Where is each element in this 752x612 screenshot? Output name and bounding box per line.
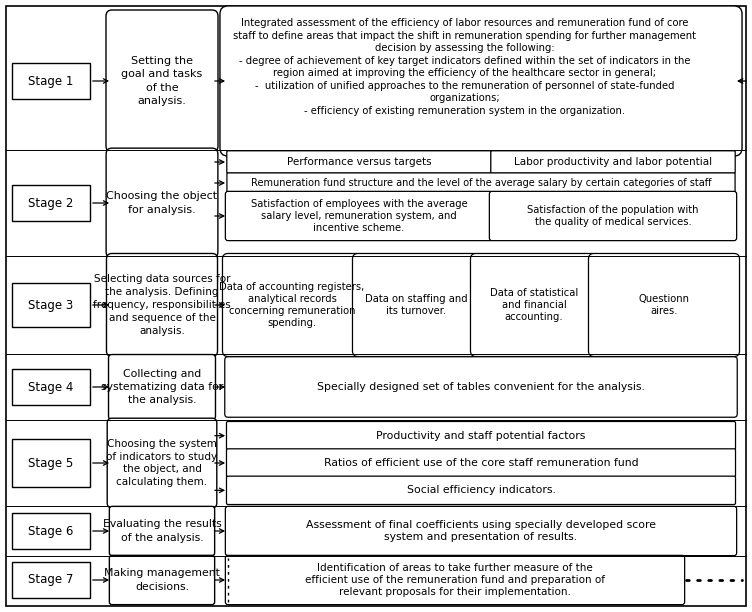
FancyBboxPatch shape xyxy=(108,418,217,508)
Text: Remuneration fund structure and the level of the average salary by certain categ: Remuneration fund structure and the leve… xyxy=(250,178,711,188)
FancyBboxPatch shape xyxy=(226,422,735,450)
Text: Specially designed set of tables convenient for the analysis.: Specially designed set of tables conveni… xyxy=(317,382,645,392)
Bar xyxy=(12,439,90,487)
Text: Evaluating the results
of the analysis.: Evaluating the results of the analysis. xyxy=(102,520,221,543)
Text: Stage 6: Stage 6 xyxy=(29,524,74,537)
Text: Setting the
goal and tasks
of the
analysis.: Setting the goal and tasks of the analys… xyxy=(121,56,202,106)
Text: Stage 7: Stage 7 xyxy=(29,573,74,586)
Bar xyxy=(12,63,90,99)
FancyBboxPatch shape xyxy=(226,192,493,241)
Text: Satisfaction of employees with the average
salary level, remuneration system, an: Satisfaction of employees with the avera… xyxy=(250,199,468,233)
FancyBboxPatch shape xyxy=(108,354,216,419)
Text: Social efficiency indicators.: Social efficiency indicators. xyxy=(407,485,556,495)
Text: Identification of areas to take further measure of the
efficient use of the remu: Identification of areas to take further … xyxy=(305,563,605,597)
FancyBboxPatch shape xyxy=(226,449,735,477)
FancyBboxPatch shape xyxy=(471,253,598,357)
FancyBboxPatch shape xyxy=(107,253,217,357)
FancyBboxPatch shape xyxy=(353,253,480,357)
Text: Productivity and staff potential factors: Productivity and staff potential factors xyxy=(376,431,586,441)
Text: Choosing the system
of indicators to study
the object, and
calculating them.: Choosing the system of indicators to stu… xyxy=(107,439,217,487)
Bar xyxy=(12,185,90,221)
Text: Selecting data sources for
the analysis. Defining
frequency, responsibilities
an: Selecting data sources for the analysis.… xyxy=(93,274,231,335)
Bar xyxy=(12,369,90,405)
FancyBboxPatch shape xyxy=(225,357,737,417)
Text: Integrated assessment of the efficiency of labor resources and remuneration fund: Integrated assessment of the efficiency … xyxy=(233,18,696,116)
Text: Ratios of efficient use of the core staff remuneration fund: Ratios of efficient use of the core staf… xyxy=(323,458,638,468)
FancyBboxPatch shape xyxy=(491,151,735,173)
Text: Stage 5: Stage 5 xyxy=(29,457,74,469)
FancyBboxPatch shape xyxy=(106,10,218,152)
Text: Stage 4: Stage 4 xyxy=(29,381,74,394)
FancyBboxPatch shape xyxy=(490,192,737,241)
Bar xyxy=(12,562,90,598)
Text: Performance versus targets: Performance versus targets xyxy=(287,157,432,167)
FancyBboxPatch shape xyxy=(109,555,214,605)
Text: Data on staffing and
its turnover.: Data on staffing and its turnover. xyxy=(365,294,467,316)
Text: Making management
decisions.: Making management decisions. xyxy=(104,569,220,592)
Text: Stage 2: Stage 2 xyxy=(29,196,74,209)
FancyBboxPatch shape xyxy=(109,506,214,556)
FancyBboxPatch shape xyxy=(227,173,735,193)
Text: Labor productivity and labor potential: Labor productivity and labor potential xyxy=(514,157,712,167)
Text: Stage 1: Stage 1 xyxy=(29,75,74,88)
FancyBboxPatch shape xyxy=(226,506,737,556)
Text: Choosing the object
for analysis.: Choosing the object for analysis. xyxy=(107,192,217,215)
Text: Assessment of final coefficients using specially developed score
system and pres: Assessment of final coefficients using s… xyxy=(306,520,656,542)
FancyBboxPatch shape xyxy=(226,476,735,504)
Text: Stage 3: Stage 3 xyxy=(29,299,74,312)
FancyBboxPatch shape xyxy=(106,148,218,258)
FancyBboxPatch shape xyxy=(223,253,362,357)
FancyBboxPatch shape xyxy=(220,6,742,156)
FancyBboxPatch shape xyxy=(226,555,684,605)
FancyBboxPatch shape xyxy=(589,253,739,357)
Text: Collecting and
systematizing data for
the analysis.: Collecting and systematizing data for th… xyxy=(101,369,223,405)
Bar xyxy=(12,283,90,327)
Bar xyxy=(12,513,90,549)
FancyBboxPatch shape xyxy=(227,151,491,173)
Text: Questionn
aires.: Questionn aires. xyxy=(638,294,690,316)
Text: Data of accounting registers,
analytical records
concerning remuneration
spendin: Data of accounting registers, analytical… xyxy=(220,282,365,328)
Text: Data of statistical
and financial
accounting.: Data of statistical and financial accoun… xyxy=(490,288,578,322)
Text: Satisfaction of the population with
the quality of medical services.: Satisfaction of the population with the … xyxy=(527,205,699,227)
